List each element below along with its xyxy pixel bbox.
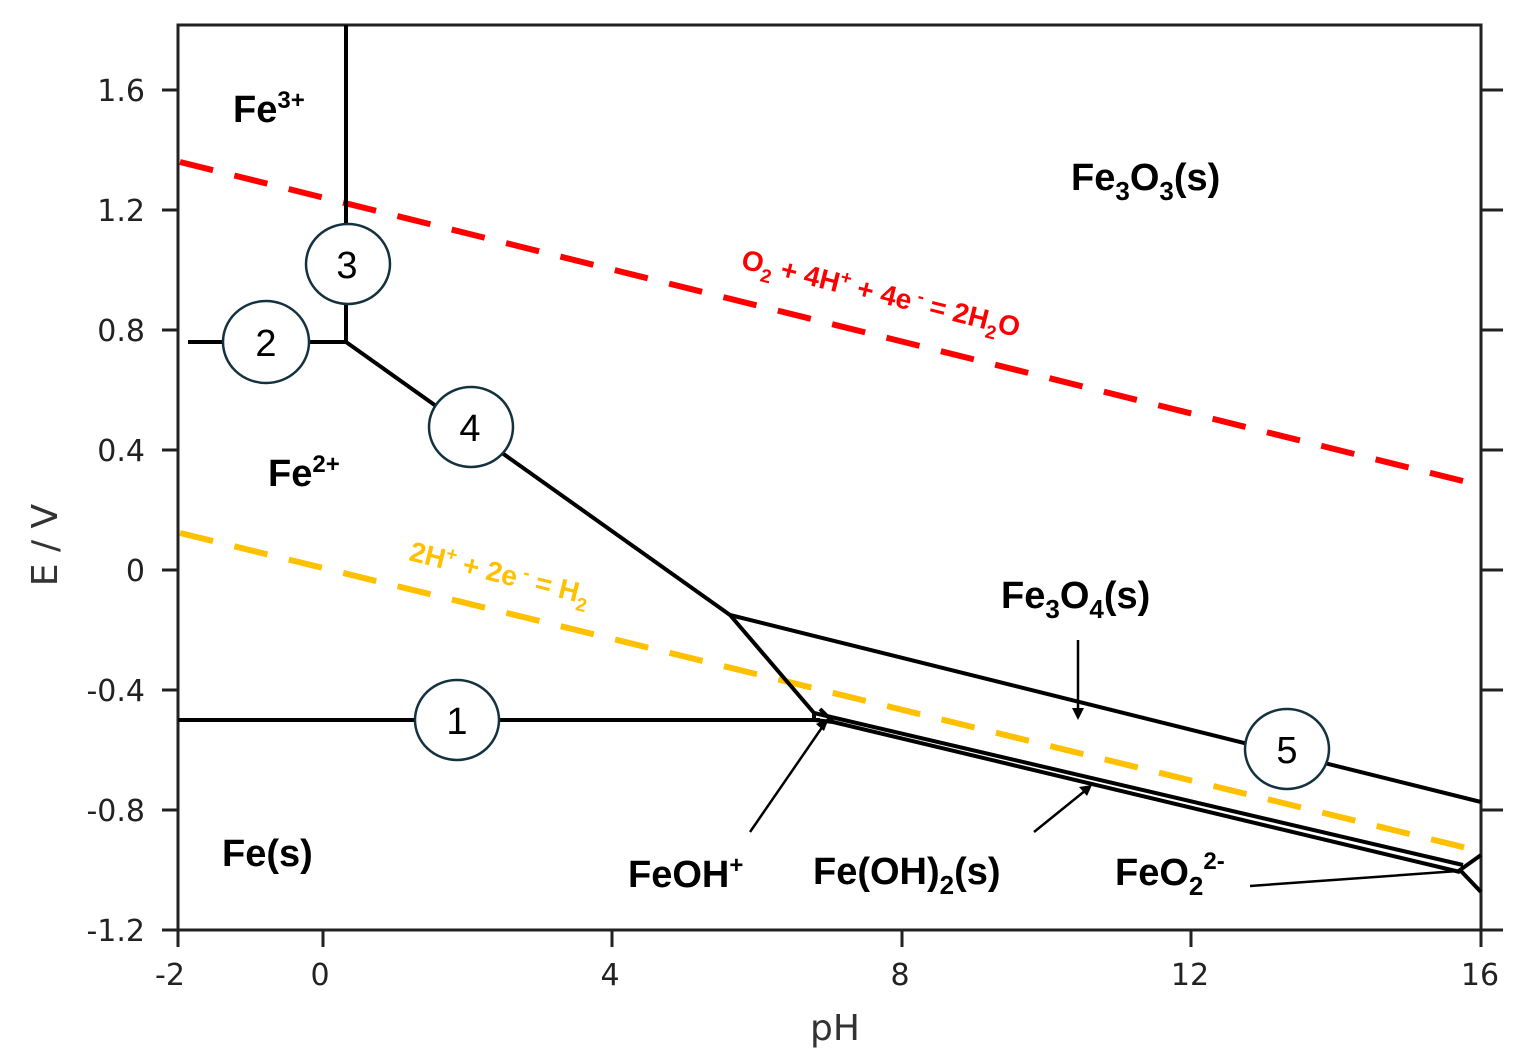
oxygen-equation-label: O2 + 4H+ + 4e - = 2H2O	[737, 243, 1024, 350]
x-tick-label: -2	[155, 958, 185, 993]
feoh-arrow	[748, 725, 825, 833]
y-tick-label: 0	[126, 554, 145, 589]
y-tick-label: 0.8	[97, 314, 145, 349]
y-tick-label: 1.2	[97, 194, 145, 229]
feo2-arrow	[1249, 869, 1459, 888]
feoh-arrowhead	[816, 718, 829, 731]
plot-frame	[176, 23, 1483, 932]
x-tick-label: 12	[1171, 958, 1209, 993]
boundary-4	[344, 340, 816, 715]
species-labels: Fe3+ Fe2+ Fe(s) Fe3O3(s) Fe3O4(s) FeOH+ …	[222, 87, 1225, 901]
svg-text:4: 4	[459, 408, 480, 450]
y-tick-label: 1.6	[97, 74, 145, 109]
label-feo2-2minus: FeO22-	[1115, 848, 1225, 901]
y-tick-label: -0.4	[86, 674, 145, 709]
hydrogen-equation-label: 2H+ + 2e - = H2	[405, 535, 593, 617]
label-feoh-plus: FeOH+	[628, 852, 743, 896]
label-fe3o4-solid: Fe3O4(s)	[1001, 575, 1150, 624]
svg-text:2: 2	[255, 323, 276, 365]
label-fe3plus: Fe3+	[233, 87, 305, 131]
label-fe2plus: Fe2+	[268, 451, 340, 495]
fe3o4-arrowhead	[1072, 708, 1084, 720]
label-fe-solid: Fe(s)	[222, 833, 313, 875]
y-axis-ticks	[162, 88, 1503, 932]
label-feoh2-solid: Fe(OH)2(s)	[813, 851, 1001, 900]
marker-4: 4	[427, 385, 515, 469]
x-axis-ticks	[176, 930, 1483, 947]
marker-3: 3	[304, 222, 392, 306]
marker-2: 2	[221, 299, 311, 385]
feo2-region-edge	[1456, 853, 1483, 894]
x-tick-label: 4	[600, 958, 619, 993]
x-tick-label: 8	[890, 958, 909, 993]
y-tick-label: -0.8	[86, 794, 145, 829]
y-axis-title: E / V	[25, 503, 66, 586]
boundary-5	[729, 613, 1482, 804]
marker-5: 5	[1243, 707, 1331, 791]
svg-text:1: 1	[446, 701, 467, 743]
feoh-region-edge	[818, 707, 835, 724]
svg-text:3: 3	[336, 245, 357, 287]
boundary-fe3o4-feoh2	[813, 711, 1464, 867]
feoh2-arrow	[1033, 789, 1087, 833]
annotation-arrows	[748, 640, 1459, 888]
y-tick-label: -1.2	[86, 914, 145, 949]
hydrogen-evolution-line	[179, 530, 1476, 853]
x-tick-label: 0	[310, 958, 329, 993]
y-tick-labels: 1.6 1.2 0.8 0.4 0 -0.4 -0.8 -1.2	[86, 74, 145, 949]
x-axis-title: pH	[810, 1008, 860, 1049]
boundary-markers: 1 2 3 4 5	[221, 222, 1331, 791]
marker-1: 1	[413, 678, 501, 762]
feoh2-arrowhead	[1079, 785, 1092, 796]
label-fe3o3-solid: Fe3O3(s)	[1071, 157, 1220, 206]
x-tick-labels: -2 0 4 8 12 16	[155, 958, 1499, 993]
oxygen-evolution-line	[179, 159, 1476, 487]
x-tick-label: 16	[1461, 958, 1499, 993]
svg-text:5: 5	[1276, 730, 1297, 772]
y-tick-label: 0.4	[97, 434, 145, 469]
